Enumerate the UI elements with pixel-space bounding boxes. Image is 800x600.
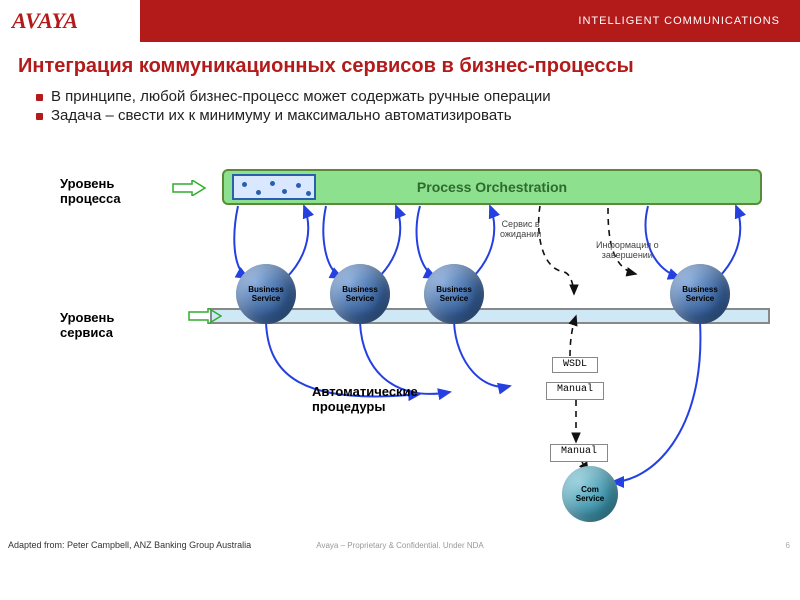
- bullet-item: В принципе, любой бизнес-процесс может с…: [36, 88, 782, 105]
- page-number: 6: [786, 541, 790, 550]
- manual-box-2: Manual: [550, 444, 608, 462]
- business-service-sphere: BusinessService: [236, 264, 296, 324]
- diagram-canvas: AVAYA AVAYA AVAYA AVAYA AVAYA AVAYA AVAY…: [0, 134, 800, 554]
- bullet-dot-icon: [36, 94, 43, 101]
- completion-info-label: Информация озавершении: [596, 240, 659, 260]
- header: AVAYA INTELLIGENT COMMUNICATIONS: [0, 0, 800, 42]
- green-arrow-icon: [172, 180, 206, 196]
- brand-logo: AVAYA: [12, 8, 78, 34]
- business-service-sphere: BusinessService: [424, 264, 484, 324]
- footer-confidential: Avaya – Proprietary & Confidential. Unde…: [0, 541, 800, 550]
- header-logo-area: AVAYA: [0, 0, 140, 42]
- bullet-text: В принципе, любой бизнес-процесс может с…: [51, 88, 551, 105]
- bullet-list: В принципе, любой бизнес-процесс может с…: [0, 82, 800, 134]
- com-service-sphere: ComService: [562, 466, 618, 522]
- business-service-sphere: BusinessService: [330, 264, 390, 324]
- bullet-item: Задача – свести их к минимуму и максимал…: [36, 107, 782, 124]
- wsdl-box: WSDL: [552, 357, 598, 373]
- auto-procedures-label: Автоматическиепроцедуры: [312, 384, 418, 414]
- flow-lines: [0, 134, 800, 554]
- brand-tagline: INTELLIGENT COMMUNICATIONS: [140, 0, 800, 42]
- green-arrow-icon: [188, 308, 222, 324]
- slide-title: Интеграция коммуникационных сервисов в б…: [0, 42, 800, 82]
- manual-box: Manual: [546, 382, 604, 400]
- waiting-label: Сервис вожидании: [500, 219, 541, 239]
- business-service-sphere: BusinessService: [670, 264, 730, 324]
- bullet-text: Задача – свести их к минимуму и максимал…: [51, 107, 512, 124]
- bullet-dot-icon: [36, 113, 43, 120]
